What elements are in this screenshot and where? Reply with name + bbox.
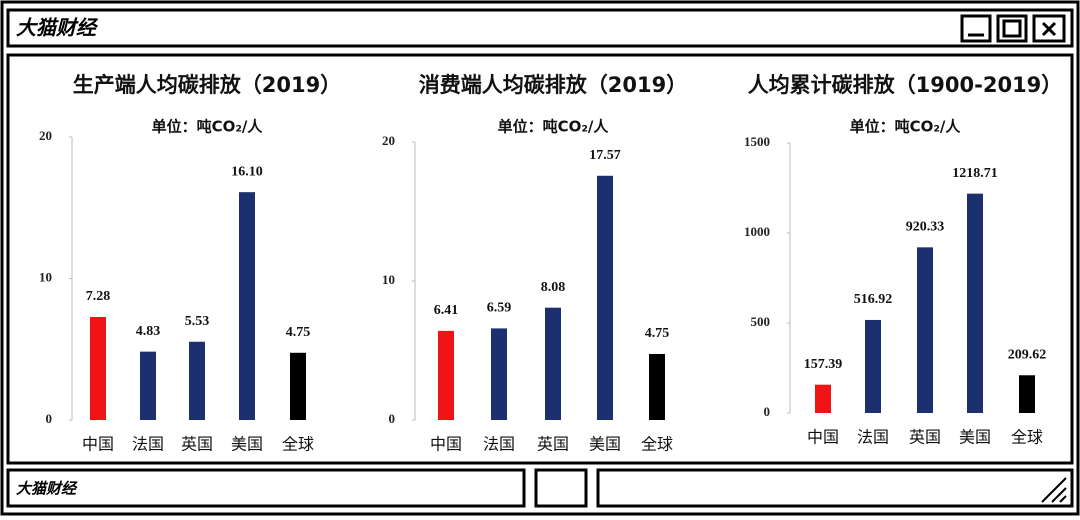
chart-title: 消费端人均碳排放（2019） — [419, 73, 687, 97]
x-tick-label: 中国 — [807, 428, 839, 447]
bar — [1019, 375, 1035, 413]
footer-left — [6, 468, 526, 508]
charts: 生产端人均碳排放（2019） 单位：吨CO₂/人 0 10 20 中国 7.28 法国 4.83… — [39, 73, 1062, 454]
x-tick-label: 中国 — [430, 435, 462, 454]
value-label: 5.53 — [185, 314, 210, 329]
x-tick-label: 法国 — [132, 435, 164, 454]
resize-grip — [1041, 477, 1067, 503]
value-label: 209.62 — [1008, 347, 1047, 362]
bar — [597, 175, 613, 420]
bar — [649, 353, 665, 420]
chart: 人均累计碳排放（1900-2019） 单位：吨CO₂/人 0 500 1000 1500 中… — [744, 73, 1062, 447]
bar — [239, 192, 255, 420]
chart-title: 人均累计碳排放（1900-2019） — [748, 73, 1063, 97]
value-label: 920.33 — [906, 220, 945, 235]
chart-subtitle: 单位：吨CO₂/人 — [152, 118, 264, 136]
y-tick-label: 20 — [382, 133, 395, 148]
y-tick-label: 500 — [751, 314, 771, 329]
y-tick-label: 10 — [39, 269, 52, 284]
value-label: 157.39 — [804, 357, 843, 372]
y-tick-label: 20 — [39, 128, 52, 143]
x-tick-label: 全球 — [1011, 428, 1043, 447]
y-tick-label: 1000 — [744, 224, 770, 239]
bar — [967, 193, 983, 413]
y-tick-label: 0 — [764, 404, 771, 419]
window-title: 大猫财经 — [16, 16, 99, 40]
content-panel — [6, 53, 1074, 465]
value-label: 4.75 — [645, 326, 670, 341]
y-tick-label: 1500 — [744, 134, 770, 149]
maximize-icon — [1002, 19, 1022, 38]
footer-right — [596, 468, 1074, 508]
bar — [189, 341, 205, 420]
bar — [917, 247, 933, 413]
x-tick-label: 英国 — [537, 435, 569, 454]
x-tick-label: 英国 — [181, 435, 213, 454]
bar — [815, 384, 831, 413]
chart-subtitle: 单位：吨CO₂/人 — [850, 118, 962, 136]
window-buttons[interactable] — [960, 14, 1066, 43]
x-tick-label: 中国 — [82, 435, 114, 454]
x-tick-label: 英国 — [909, 428, 941, 447]
value-label: 1218.71 — [952, 166, 998, 181]
chart-title: 生产端人均碳排放（2019） — [73, 73, 341, 97]
value-label: 4.75 — [286, 325, 311, 340]
x-tick-label: 美国 — [231, 435, 263, 454]
value-label: 16.10 — [231, 164, 263, 179]
value-label: 17.57 — [589, 148, 621, 163]
minimize-button[interactable] — [960, 14, 992, 43]
x-tick-label: 美国 — [959, 428, 991, 447]
close-icon — [1041, 21, 1057, 37]
bar — [545, 307, 561, 420]
value-label: 7.28 — [86, 289, 111, 304]
value-label: 6.59 — [487, 301, 512, 316]
x-tick-label: 法国 — [857, 428, 889, 447]
footer-brand: 大猫财经 — [16, 480, 78, 498]
y-tick-label: 0 — [389, 411, 396, 426]
title-bar — [6, 8, 1074, 48]
bar — [290, 352, 306, 420]
y-tick-label: 0 — [46, 411, 53, 426]
x-tick-label: 法国 — [483, 435, 515, 454]
bar — [491, 328, 507, 420]
bar — [438, 330, 454, 420]
chart: 消费端人均碳排放（2019） 单位：吨CO₂/人 0 10 20 中国 6.41 法国 6.59… — [382, 73, 687, 454]
bar — [865, 319, 881, 413]
y-tick-label: 10 — [382, 272, 395, 287]
chart: 生产端人均碳排放（2019） 单位：吨CO₂/人 0 10 20 中国 7.28 法国 4.83… — [39, 73, 341, 454]
bar — [140, 351, 156, 420]
chart-subtitle: 单位：吨CO₂/人 — [498, 118, 610, 136]
value-label: 4.83 — [136, 324, 161, 339]
value-label: 6.41 — [434, 303, 459, 318]
value-label: 516.92 — [854, 292, 893, 307]
x-tick-label: 美国 — [589, 435, 621, 454]
bar — [90, 316, 106, 420]
x-tick-label: 全球 — [641, 435, 673, 454]
x-tick-label: 全球 — [282, 435, 314, 454]
value-label: 8.08 — [541, 280, 566, 295]
footer-middle — [534, 468, 588, 508]
